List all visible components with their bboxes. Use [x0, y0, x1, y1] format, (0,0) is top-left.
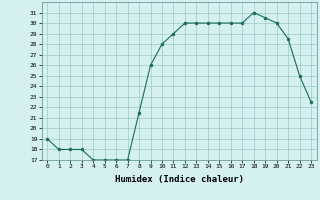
X-axis label: Humidex (Indice chaleur): Humidex (Indice chaleur) — [115, 175, 244, 184]
